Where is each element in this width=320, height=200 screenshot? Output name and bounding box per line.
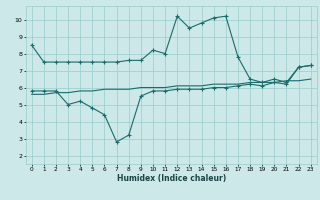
X-axis label: Humidex (Indice chaleur): Humidex (Indice chaleur) [116,174,226,183]
